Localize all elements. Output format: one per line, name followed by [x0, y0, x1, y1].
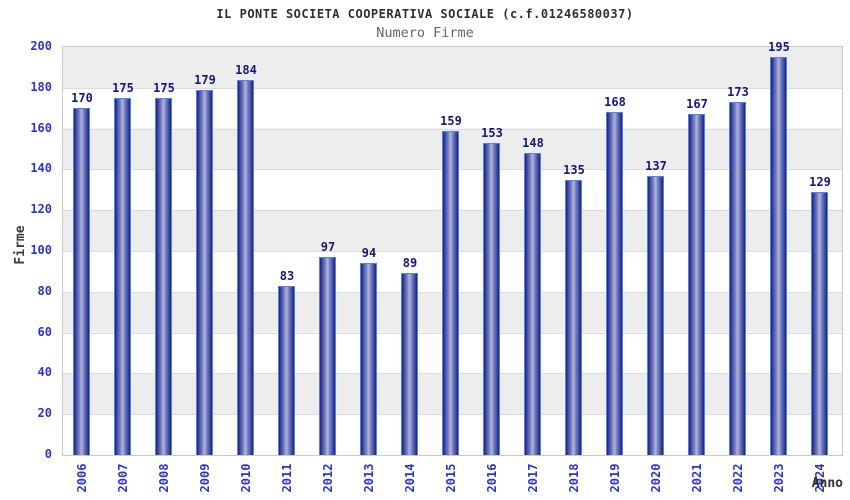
chart-title: IL PONTE SOCIETA COOPERATIVA SOCIALE (c.…: [216, 7, 634, 21]
bar-value-label: 170: [71, 91, 93, 105]
y-tick-label: 180: [30, 79, 52, 94]
gridline: [63, 128, 842, 130]
bar-value-label: 137: [645, 159, 667, 173]
bar-2021: [688, 114, 705, 455]
bar-2013: [360, 263, 377, 455]
x-tick-label: 2012: [321, 463, 335, 493]
chart-subtitle: Numero Firme: [376, 25, 474, 41]
y-tick-label: 120: [30, 202, 52, 217]
bar-2022: [729, 102, 746, 455]
bar-value-label: 184: [235, 63, 257, 77]
y-tick-label: 160: [30, 120, 52, 135]
bar-value-label: 175: [153, 81, 175, 95]
x-axis-title: Anno: [811, 476, 843, 491]
bar-2020: [647, 176, 664, 455]
x-tick-label: 2011: [280, 463, 294, 493]
bar-value-label: 173: [727, 85, 749, 99]
bar-2007: [114, 98, 131, 455]
x-tick-label: 2023: [772, 463, 786, 493]
y-tick-label: 20: [37, 406, 52, 421]
bar-2023: [770, 57, 787, 455]
bar-value-label: 179: [194, 73, 216, 87]
bar-value-label: 129: [809, 175, 831, 189]
bar-2017: [524, 153, 541, 455]
bar-value-label: 97: [320, 240, 336, 254]
bar-2014: [401, 273, 418, 455]
x-tick-label: 2007: [116, 463, 130, 493]
bar-2010: [237, 80, 254, 455]
x-tick-label: 2015: [444, 463, 458, 493]
bar-2009: [196, 90, 213, 455]
x-tick-label: 2014: [403, 463, 417, 493]
y-tick-label: 80: [37, 283, 52, 298]
y-axis-title: Firme: [13, 225, 28, 265]
y-tick-label: 140: [30, 161, 52, 176]
bar-value-label: 89: [402, 256, 418, 270]
bar-2012: [319, 257, 336, 455]
bar-2008: [155, 98, 172, 455]
plot-area: [62, 46, 843, 456]
gridline: [63, 87, 842, 89]
y-tick-label: 40: [37, 365, 52, 380]
bar-value-label: 195: [768, 40, 790, 54]
x-tick-label: 2020: [649, 463, 663, 493]
y-tick-label: 200: [30, 39, 52, 53]
x-tick-label: 2021: [690, 463, 704, 493]
bar-2015: [442, 131, 459, 455]
bar-2011: [278, 286, 295, 455]
x-tick-label: 2009: [198, 463, 212, 493]
y-tick-label: 100: [30, 243, 52, 257]
bar-value-label: 167: [686, 97, 708, 111]
x-tick-label: 2016: [485, 463, 499, 493]
bar-value-label: 175: [112, 81, 134, 95]
x-tick-label: 2022: [731, 463, 745, 493]
bar-value-label: 148: [522, 136, 544, 150]
bar-value-label: 94: [361, 246, 377, 260]
x-tick-label: 2019: [608, 463, 622, 493]
x-tick-label: 2017: [526, 463, 540, 493]
bar-value-label: 168: [604, 95, 626, 109]
bar-value-label: 153: [481, 126, 503, 140]
x-tick-label: 2010: [239, 463, 253, 493]
bar-value-label: 83: [279, 269, 295, 283]
bar-value-label: 135: [563, 163, 585, 177]
y-tick-label: 0: [44, 447, 52, 461]
x-tick-label: 2008: [157, 463, 171, 493]
bar-2016: [483, 143, 500, 455]
x-tick-label: 2006: [75, 463, 89, 493]
bar-value-label: 159: [440, 114, 462, 128]
bar-2019: [606, 112, 623, 455]
bar-2018: [565, 180, 582, 455]
x-tick-label: 2013: [362, 463, 376, 493]
x-tick-label: 2018: [567, 463, 581, 493]
bar-2006: [73, 108, 90, 455]
bar-2024: [811, 192, 828, 455]
y-tick-label: 60: [37, 324, 52, 339]
